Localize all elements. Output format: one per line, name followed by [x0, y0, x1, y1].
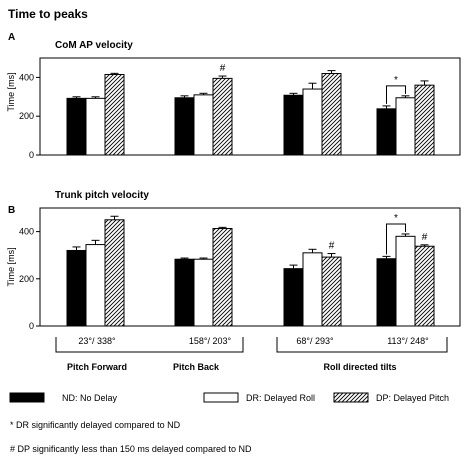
legend-swatch-dp	[333, 392, 369, 403]
y-tick-label: 200	[19, 111, 34, 121]
group-label-pitch-forward: Pitch Forward	[67, 362, 127, 372]
legend-swatch-nd	[9, 392, 45, 403]
bar-nd	[174, 97, 195, 156]
y-tick-label: 200	[19, 274, 34, 284]
bar-dp	[414, 245, 435, 327]
note-dr-significance: * DR significantly delayed compared to N…	[10, 420, 181, 430]
bar-dr	[85, 244, 106, 327]
bar-dr	[395, 235, 416, 327]
roll-group-bracket	[276, 337, 448, 353]
category-label-2: 158°/ 203°	[189, 336, 232, 346]
bar-nd	[66, 249, 87, 327]
category-label-3: 68°/ 293°	[296, 336, 334, 346]
y-tick-label: 0	[29, 150, 34, 160]
significance-hash: #	[220, 63, 226, 74]
bar-nd	[376, 258, 397, 327]
y-tick-label: 400	[19, 72, 34, 82]
category-label-4: 113°/ 248°	[387, 336, 429, 346]
panel-b-title: Trunk pitch velocity	[55, 190, 149, 201]
panel-a-title: CoM AP velocity	[55, 40, 133, 51]
bar-dp	[104, 73, 125, 156]
plot-frame	[39, 57, 461, 156]
bar-dp	[104, 219, 125, 327]
pitch-group-bracket	[55, 337, 244, 353]
bar-dp	[414, 84, 435, 156]
bar-dr	[193, 94, 214, 156]
significance-bracket	[386, 85, 406, 104]
y-axis-label: Time [ms]	[6, 247, 16, 286]
significance-star: *	[394, 213, 398, 224]
legend-swatch-dr	[203, 392, 239, 403]
bar-nd	[174, 258, 195, 327]
bar-dr	[193, 258, 214, 327]
y-tick-label: 0	[29, 321, 34, 331]
bar-dr	[302, 88, 323, 156]
bar-dr	[302, 252, 323, 327]
significance-star: *	[394, 75, 398, 86]
bar-nd	[66, 97, 87, 156]
significance-bracket	[386, 223, 406, 255]
bar-nd	[283, 94, 304, 156]
group-label-pitch-back: Pitch Back	[173, 362, 220, 372]
note-dp-significance: # DP significantly less than 150 ms dela…	[10, 444, 252, 454]
bar-dr	[395, 97, 416, 156]
bar-nd	[376, 108, 397, 156]
y-tick-label: 400	[19, 227, 34, 237]
bar-dp	[212, 228, 233, 327]
bar-dp	[321, 73, 342, 156]
significance-hash: #	[422, 232, 428, 243]
bar-dp	[321, 256, 342, 327]
category-label-1: 23°/ 338°	[78, 336, 116, 346]
group-label-roll: Roll directed tilts	[323, 362, 396, 372]
bar-nd	[283, 268, 304, 327]
y-axis-label: Time [ms]	[6, 72, 16, 111]
panel-a-letter: A	[8, 32, 15, 43]
bar-dr	[85, 97, 106, 156]
legend-label-dr: DR: Delayed Roll	[246, 393, 315, 403]
bar-dp	[212, 77, 233, 156]
panel-b-letter: B	[8, 205, 15, 216]
legend-label-dp: DP: Delayed Pitch	[376, 393, 449, 403]
plot-frame	[39, 207, 461, 327]
figure-title: Time to peaks	[8, 7, 88, 21]
legend-label-nd: ND: No Delay	[62, 393, 118, 403]
significance-hash: #	[329, 241, 335, 252]
